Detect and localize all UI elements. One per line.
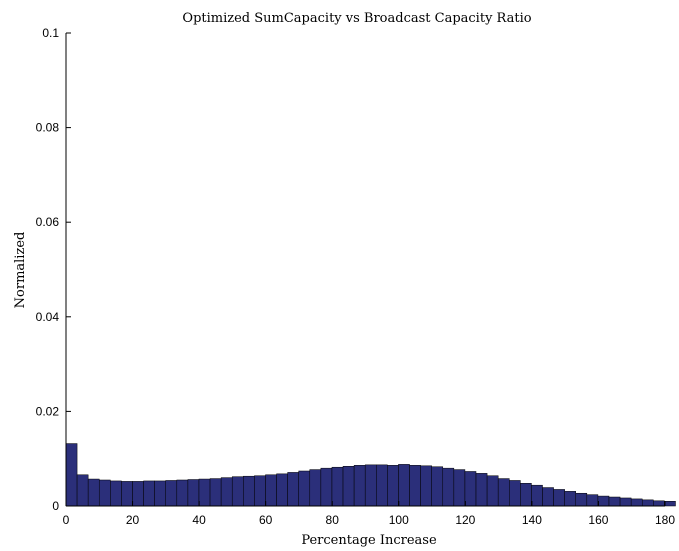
y-tick-label: 0.08 [36,121,60,135]
x-tick-label: 20 [126,513,140,527]
histogram-bar [653,500,665,507]
histogram-bar [531,484,543,507]
histogram-bar [176,479,189,507]
x-axis-label: Percentage Increase [301,533,437,548]
histogram-bar [143,480,155,507]
histogram-bar [431,466,444,507]
x-tick-label: 80 [326,513,340,527]
histogram-bar [619,497,632,507]
y-tick-label: 0.1 [42,26,59,40]
histogram-bar [76,474,89,507]
x-tick-label: 180 [655,513,675,527]
histogram-bar [220,477,233,507]
chart-title: Optimized SumCapacity vs Broadcast Capac… [182,11,531,26]
histogram-bar [87,478,100,507]
histogram-bar [597,495,610,507]
histogram-bar [641,499,654,507]
histogram-bar [608,496,621,507]
x-tick-label: 160 [588,513,608,527]
histogram-bar [664,501,676,507]
histogram-bar [287,472,299,507]
histogram-bar [387,465,399,507]
histogram-bar [575,492,588,507]
y-axis-label: Normalized [13,232,28,309]
histogram-bar [475,473,488,507]
histogram-bar [121,481,133,507]
histogram-bar [630,498,643,507]
histogram-bar [187,479,200,507]
x-tick-label: 100 [389,513,409,527]
histogram-bar [586,494,599,507]
histogram-bar [265,474,277,507]
histogram-bar [442,467,455,507]
x-tick-label: 0 [63,513,70,527]
histogram-bar [331,466,344,507]
histogram-bar [243,475,255,507]
histogram-bar [65,443,78,507]
histogram-bar [464,471,477,507]
histogram-bar [364,464,377,507]
y-tick-label: 0 [52,499,59,513]
histogram-bar [398,464,410,507]
bars-group [65,443,676,507]
histogram-bar [254,475,266,507]
histogram-bar [353,465,366,507]
y-tick-label: 0.04 [36,310,60,324]
x-tick-label: 120 [455,513,475,527]
histogram-bar [132,481,144,507]
y-tick-label: 0.02 [36,404,60,418]
histogram-bar [98,479,111,507]
histogram-bar [453,469,466,507]
histogram-bar [320,467,333,507]
histogram-bar [231,476,244,507]
x-tick-label: 40 [192,513,206,527]
histogram-bar [342,466,355,507]
histogram-bar [110,480,122,507]
histogram-bar [564,491,576,507]
x-axis-ticks: 0 20 40 60 80 100 120 140 160 180 [63,501,675,527]
histogram-bar [497,478,510,507]
histogram-bar [165,480,178,507]
histogram-bar [486,475,499,507]
histogram-bar [553,489,565,507]
histogram-bar [209,478,222,507]
histogram-bar [420,465,432,507]
x-tick-label: 140 [522,513,542,527]
histogram-bar [376,464,388,507]
histogram-bar [409,465,421,507]
y-axis-ticks: 0 0.02 0.04 0.06 0.08 0.1 [36,26,71,513]
histogram-bar [520,483,532,507]
histogram-bar [298,470,311,507]
histogram-bar [542,487,554,507]
histogram-bar [309,469,322,507]
histogram-bar [276,473,288,507]
histogram-bar [154,480,166,507]
histogram-bar [198,478,211,507]
histogram-bar [509,480,521,507]
x-tick-label: 60 [259,513,273,527]
y-tick-label: 0.06 [36,215,60,229]
